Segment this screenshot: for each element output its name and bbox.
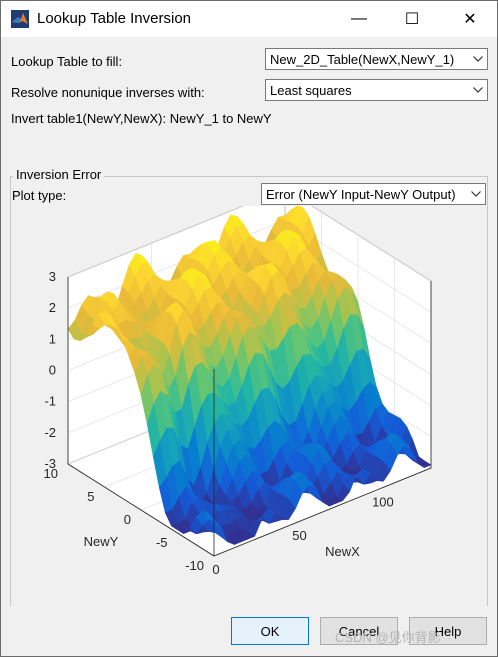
resolve-method-value: Least squares	[270, 83, 352, 98]
z-tick-label: -1	[44, 394, 56, 409]
grid-line	[67, 206, 432, 282]
maximize-button[interactable]: ☐	[389, 1, 435, 37]
invert-description: Invert table1(NewY,NewX): NewY_1 to NewY	[11, 111, 272, 126]
x-tick-label: 100	[372, 494, 394, 509]
resolve-label: Resolve nonunique inverses with:	[11, 85, 205, 100]
minimize-icon: —	[351, 10, 367, 27]
axis-edge	[213, 467, 432, 557]
close-button[interactable]: ✕	[447, 1, 493, 37]
close-icon: ✕	[463, 11, 477, 28]
chevron-down-icon	[467, 184, 485, 204]
y-tick-label: 0	[124, 512, 131, 527]
z-tick-label: -3	[44, 456, 56, 471]
y-tick-label: 5	[87, 489, 94, 504]
minimize-button[interactable]: —	[336, 1, 382, 37]
y-tick-label: 10	[44, 466, 58, 481]
title-bar: Lookup Table Inversion — ☐ ✕	[1, 1, 497, 37]
inversion-error-title: Inversion Error	[13, 167, 105, 182]
plot-type-value: Error (NewY Input-NewY Output)	[266, 187, 456, 202]
maximize-icon: ☐	[404, 11, 420, 28]
surface-patch	[207, 512, 221, 528]
watermark: CSDN @见你背影	[335, 630, 441, 645]
z-tick-label: 2	[49, 300, 56, 315]
error-surface	[67, 206, 432, 545]
y-axis-label: NewY	[84, 534, 119, 549]
inversion-error-group	[10, 176, 488, 606]
z-tick-label: 3	[49, 269, 56, 284]
axis-edge	[67, 463, 215, 557]
axes-front-edges	[67, 277, 432, 557]
lookup-table-dropdown[interactable]: New_2D_Table(NewX,NewY_1)	[265, 48, 488, 70]
chevron-down-icon	[469, 49, 487, 69]
window-title: Lookup Table Inversion	[37, 10, 191, 27]
x-tick-label: 0	[212, 562, 219, 577]
y-tick-label: -5	[156, 535, 168, 550]
chevron-down-icon	[469, 80, 487, 100]
z-tick-label: 0	[49, 363, 56, 378]
resolve-method-dropdown[interactable]: Least squares	[265, 79, 488, 101]
x-axis-label: NewX	[325, 544, 360, 559]
help-button[interactable]: Help	[409, 617, 487, 645]
lookup-table-value: New_2D_Table(NewX,NewY_1)	[270, 52, 455, 67]
cancel-button[interactable]: Cancel	[320, 617, 398, 645]
x-tick-label: 50	[292, 528, 306, 543]
z-tick-label: -2	[44, 425, 56, 440]
matlab-icon	[11, 10, 29, 28]
ok-button[interactable]: OK	[231, 617, 309, 645]
z-tick-label: 1	[49, 331, 56, 346]
plot-type-dropdown[interactable]: Error (NewY Input-NewY Output)	[261, 183, 486, 205]
plot-type-label: Plot type:	[12, 188, 67, 203]
lookup-table-label: Lookup Table to fill:	[11, 54, 123, 69]
y-tick-label: -10	[185, 558, 204, 573]
